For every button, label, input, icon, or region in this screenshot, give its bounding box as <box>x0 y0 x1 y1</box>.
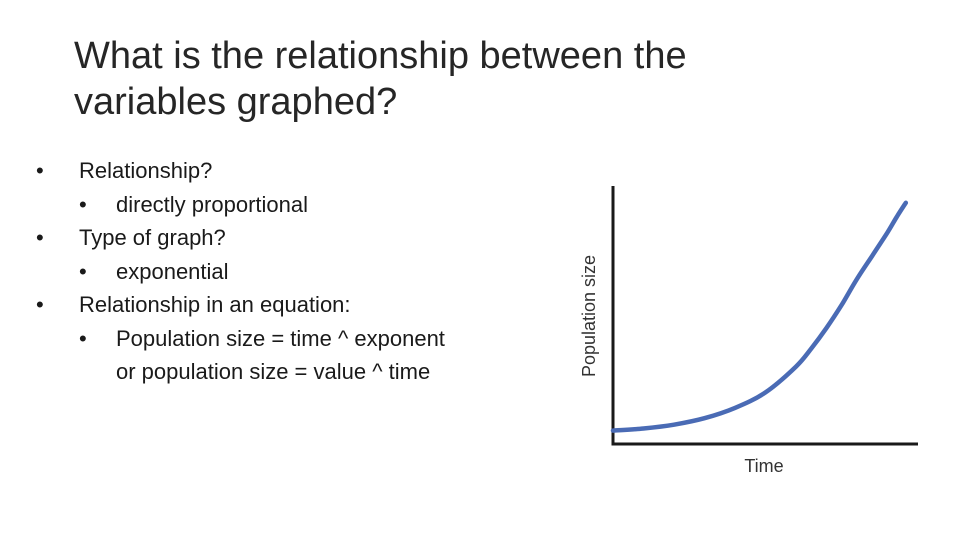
bullet-list: Relationship? directly proportional Type… <box>36 154 556 389</box>
series-line-population <box>610 200 909 433</box>
sub-bullet-list: directly proportional <box>36 188 556 222</box>
sub-bullet-line: Population size = time ^ exponent <box>116 325 445 351</box>
y-axis-label: Population size <box>579 255 599 377</box>
sub-bullet-item: Population size = time ^ exponent or pop… <box>36 322 556 389</box>
sub-bullet-item: exponential <box>36 255 556 289</box>
slide-title-line-1: What is the relationship between the <box>74 35 687 77</box>
bullet-label: Relationship? <box>36 154 556 188</box>
chart-svg: Time Population size <box>579 186 918 476</box>
sub-bullet-line: directly proportional <box>116 191 308 217</box>
sub-bullet-list: exponential <box>36 255 556 289</box>
sub-bullet-line: or population size = value ^ time <box>116 359 431 384</box>
sub-bullet-list: Population size = time ^ exponent or pop… <box>36 322 556 389</box>
bullet-label: Relationship in an equation: <box>36 288 556 322</box>
slide-title: What is the relationship between the var… <box>74 33 794 125</box>
population-growth-chart: Time Population size <box>560 176 930 486</box>
x-axis-label: Time <box>744 456 783 476</box>
bullet-item: Type of graph? exponential <box>36 221 556 288</box>
sub-bullet-line: exponential <box>116 258 229 284</box>
bullet-label: Type of graph? <box>36 221 556 255</box>
sub-bullet-item: directly proportional <box>36 188 556 222</box>
slide-title-line-2: variables graphed? <box>74 81 398 123</box>
bullet-item: Relationship in an equation: Population … <box>36 288 556 389</box>
bullet-item: Relationship? directly proportional <box>36 154 556 221</box>
